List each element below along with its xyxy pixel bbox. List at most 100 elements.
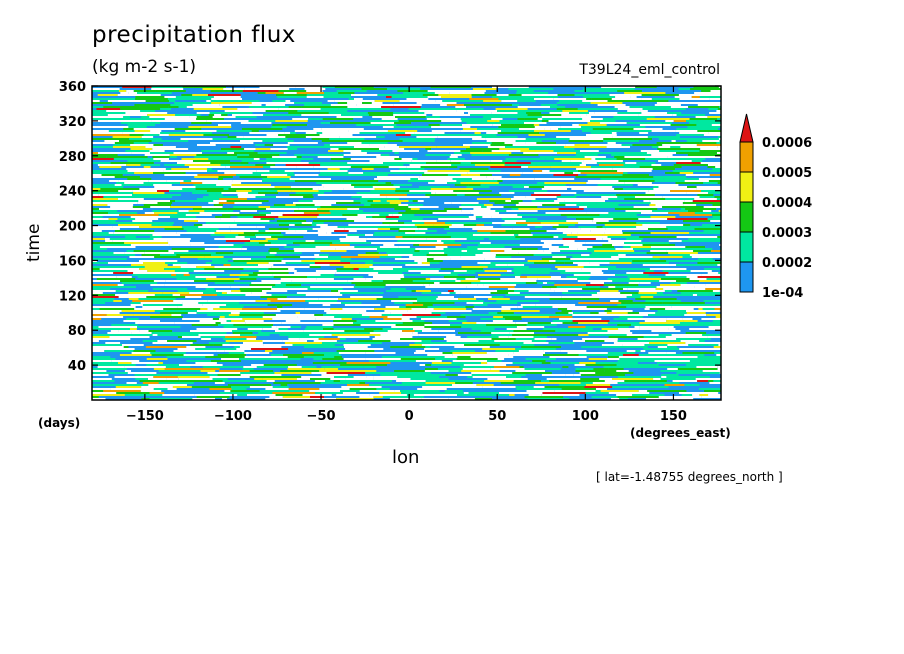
field-streak [597,104,626,106]
field-streak [128,292,163,294]
field-streak [108,212,138,214]
field-streak [408,206,439,208]
field-streak [92,396,99,398]
field-streak [399,306,406,308]
field-streak [379,214,389,216]
field-streak [417,298,437,300]
field-streak [276,220,307,222]
field-streak [383,380,392,382]
field-streak [550,166,591,168]
field-streak [550,106,566,108]
field-streak [398,216,439,218]
field-streak [582,288,624,290]
field-streak [466,122,497,124]
field-streak [512,334,542,336]
field-streak [277,298,319,300]
field-streak [534,192,577,194]
field-streak [607,100,635,102]
field-streak [586,212,609,214]
field-streak [223,264,231,266]
field-streak [150,130,162,132]
field-streak [500,274,506,276]
field-streak [355,284,386,286]
field-streak [342,182,386,184]
field-streak [360,198,382,200]
field-streak [119,140,152,142]
field-streak [318,188,344,190]
field-streak [447,316,466,318]
field-streak [284,170,320,172]
field-streak [278,134,320,136]
field-streak [643,272,669,274]
field-streak [417,388,447,390]
field-streak [690,270,712,272]
field-streak [646,222,660,224]
field-streak [662,270,691,272]
field-streak [92,156,107,158]
field-streak [515,140,542,142]
field-streak [712,214,721,216]
field-streak [590,312,599,314]
field-streak [134,308,164,310]
field-streak [115,290,125,292]
field-streak [153,376,178,378]
field-streak [615,174,623,176]
field-streak [590,120,616,122]
field-streak [541,148,575,150]
field-streak [685,174,710,176]
field-streak [186,346,206,348]
field-streak [103,368,127,370]
field-streak [92,288,111,290]
field-streak [626,306,646,308]
field-streak [150,316,183,318]
field-streak [614,106,630,108]
field-streak [472,138,486,140]
field-streak [268,268,289,270]
field-streak [99,246,136,248]
field-streak [562,232,572,234]
field-streak [318,338,340,340]
field-streak [432,212,471,214]
field-streak [612,244,643,246]
field-streak [381,106,421,108]
field-streak [183,274,190,276]
field-streak [473,208,491,210]
field-streak [404,222,425,224]
field-streak [201,150,245,152]
field-streak [301,114,342,116]
field-streak [419,364,426,366]
field-streak [510,116,531,118]
field-streak [448,398,475,400]
field-streak [108,262,143,264]
field-streak [152,342,193,344]
field-streak [648,352,667,354]
field-streak [128,196,154,198]
field-streak [92,242,125,244]
field-streak [466,238,484,240]
field-streak [245,294,272,296]
field-streak [560,126,582,128]
field-streak [176,274,184,276]
field-streak [198,334,241,336]
field-streak [516,92,549,94]
field-streak [590,102,623,104]
field-streak [107,100,146,102]
field-streak [194,394,238,396]
field-streak [394,122,411,124]
field-streak [180,294,218,296]
field-streak [483,116,499,118]
field-streak [320,382,360,384]
field-streak [554,284,586,286]
field-streak [304,88,326,90]
field-streak [313,118,323,120]
field-streak [697,380,709,382]
field-streak [244,304,268,306]
field-streak [372,116,395,118]
field-streak [171,382,194,384]
field-streak [270,166,297,168]
field-streak [314,380,325,382]
field-streak [607,142,616,144]
field-streak [417,262,422,264]
field-streak [601,86,636,88]
field-streak [553,174,579,176]
